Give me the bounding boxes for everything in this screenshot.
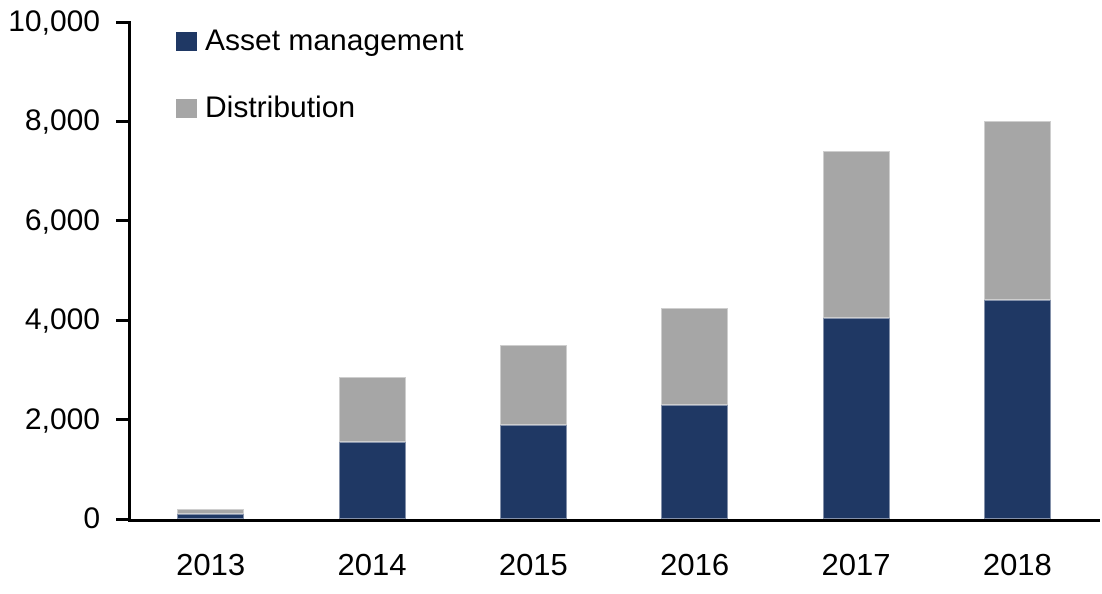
legend-swatch-asset-management <box>176 31 197 51</box>
bar-segment-asset-management-2018 <box>983 300 1051 519</box>
bar-segment-distribution-2016 <box>661 307 729 405</box>
x-axis-label-2013: 2013 <box>176 547 246 582</box>
bar-segment-asset-management-2015 <box>499 424 567 519</box>
y-axis-tick-label: 0 <box>83 502 100 535</box>
y-axis-tick-mark <box>116 20 130 24</box>
legend-item-distribution: Distribution <box>176 93 463 123</box>
y-axis-tick-mark <box>116 318 130 322</box>
x-axis-label-2018: 2018 <box>982 547 1052 582</box>
legend-swatch-distribution <box>176 98 197 118</box>
bar-segment-distribution-2013 <box>177 509 245 515</box>
bar-segment-distribution-2014 <box>338 377 406 442</box>
y-axis-tick-mark <box>116 517 130 521</box>
y-axis-tick-label: 6,000 <box>24 203 100 237</box>
y-axis-tick-mark <box>116 119 130 123</box>
y-axis-tick-label: 2,000 <box>24 402 100 436</box>
legend-item-asset-management: Asset management <box>176 26 463 56</box>
y-axis-tick-mark <box>116 219 130 223</box>
y-axis-tick-label: 4,000 <box>24 303 100 337</box>
bar-segment-asset-management-2013 <box>177 514 245 519</box>
y-axis-line <box>128 21 131 520</box>
bar-segment-asset-management-2017 <box>822 317 890 519</box>
x-axis-label-2014: 2014 <box>337 547 407 582</box>
x-axis-label-2015: 2015 <box>498 547 568 582</box>
y-axis-tick-label: 8,000 <box>24 104 100 138</box>
bar-segment-distribution-2018 <box>983 121 1051 301</box>
bar-segment-asset-management-2014 <box>338 441 406 519</box>
bar-segment-distribution-2015 <box>499 345 567 425</box>
y-axis-tick-label: 10,000 <box>8 5 100 38</box>
bar-segment-distribution-2017 <box>822 151 890 318</box>
legend-label-asset-management: Asset management <box>205 24 464 57</box>
x-axis-label-2017: 2017 <box>821 547 891 582</box>
x-axis-line <box>128 519 1100 522</box>
y-axis-tick-mark <box>116 418 130 422</box>
legend-label-distribution: Distribution <box>205 91 356 124</box>
x-axis-label-2016: 2016 <box>660 547 730 582</box>
bar-segment-asset-management-2016 <box>661 404 729 519</box>
legend: Asset management Distribution <box>176 26 463 123</box>
